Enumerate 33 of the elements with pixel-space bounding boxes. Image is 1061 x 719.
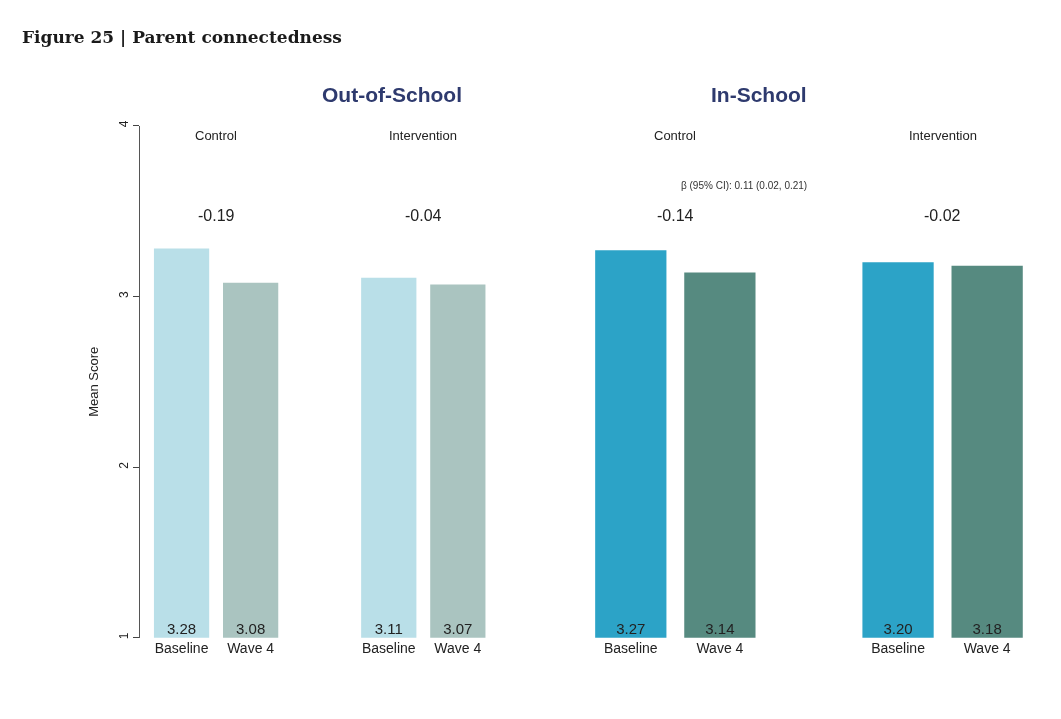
data-label: 3.27: [616, 620, 646, 638]
annotation: Intervention: [389, 128, 457, 143]
annotation: β (95% CI): 0.11 (0.02, 0.21): [681, 180, 808, 191]
y-tick-label: 1: [117, 632, 132, 640]
annotation: -0.02: [924, 207, 961, 224]
data-label: 3.20: [883, 620, 913, 638]
y-tick-label: 4: [117, 120, 132, 128]
x-tick-label: Baseline: [603, 639, 658, 656]
data-label: 3.18: [972, 620, 1002, 638]
data-label: 3.14: [705, 620, 735, 638]
y-tick-label: 2: [117, 461, 132, 469]
x-tick-label: Wave 4: [227, 639, 275, 656]
annotation: Control: [654, 128, 697, 143]
annotation: -0.04: [405, 207, 442, 224]
y-axis-title: Mean Score: [86, 346, 102, 417]
chart-title: Out-of-School: [322, 83, 462, 106]
annotation: -0.19: [198, 207, 235, 224]
x-tick-label: Wave 4: [696, 639, 744, 656]
caption: Figure 25 | Parent connectedness: [22, 27, 342, 47]
y-tick-label: 3: [117, 290, 132, 298]
data-label: 3.11: [374, 620, 403, 638]
data-label: 3.08: [236, 620, 266, 638]
x-tick-label: Baseline: [871, 639, 926, 656]
x-tick-label: Wave 4: [434, 639, 482, 656]
annotation: Control: [195, 128, 238, 143]
annotation: Intervention: [909, 128, 977, 143]
chart-title: In-School: [711, 83, 807, 106]
x-tick-label: Baseline: [154, 639, 209, 656]
data-label: 3.28: [166, 620, 197, 638]
annotation: -0.14: [657, 207, 694, 224]
x-tick-label: Wave 4: [963, 639, 1011, 656]
data-label: 3.07: [443, 620, 473, 638]
x-tick-label: Baseline: [361, 639, 416, 656]
